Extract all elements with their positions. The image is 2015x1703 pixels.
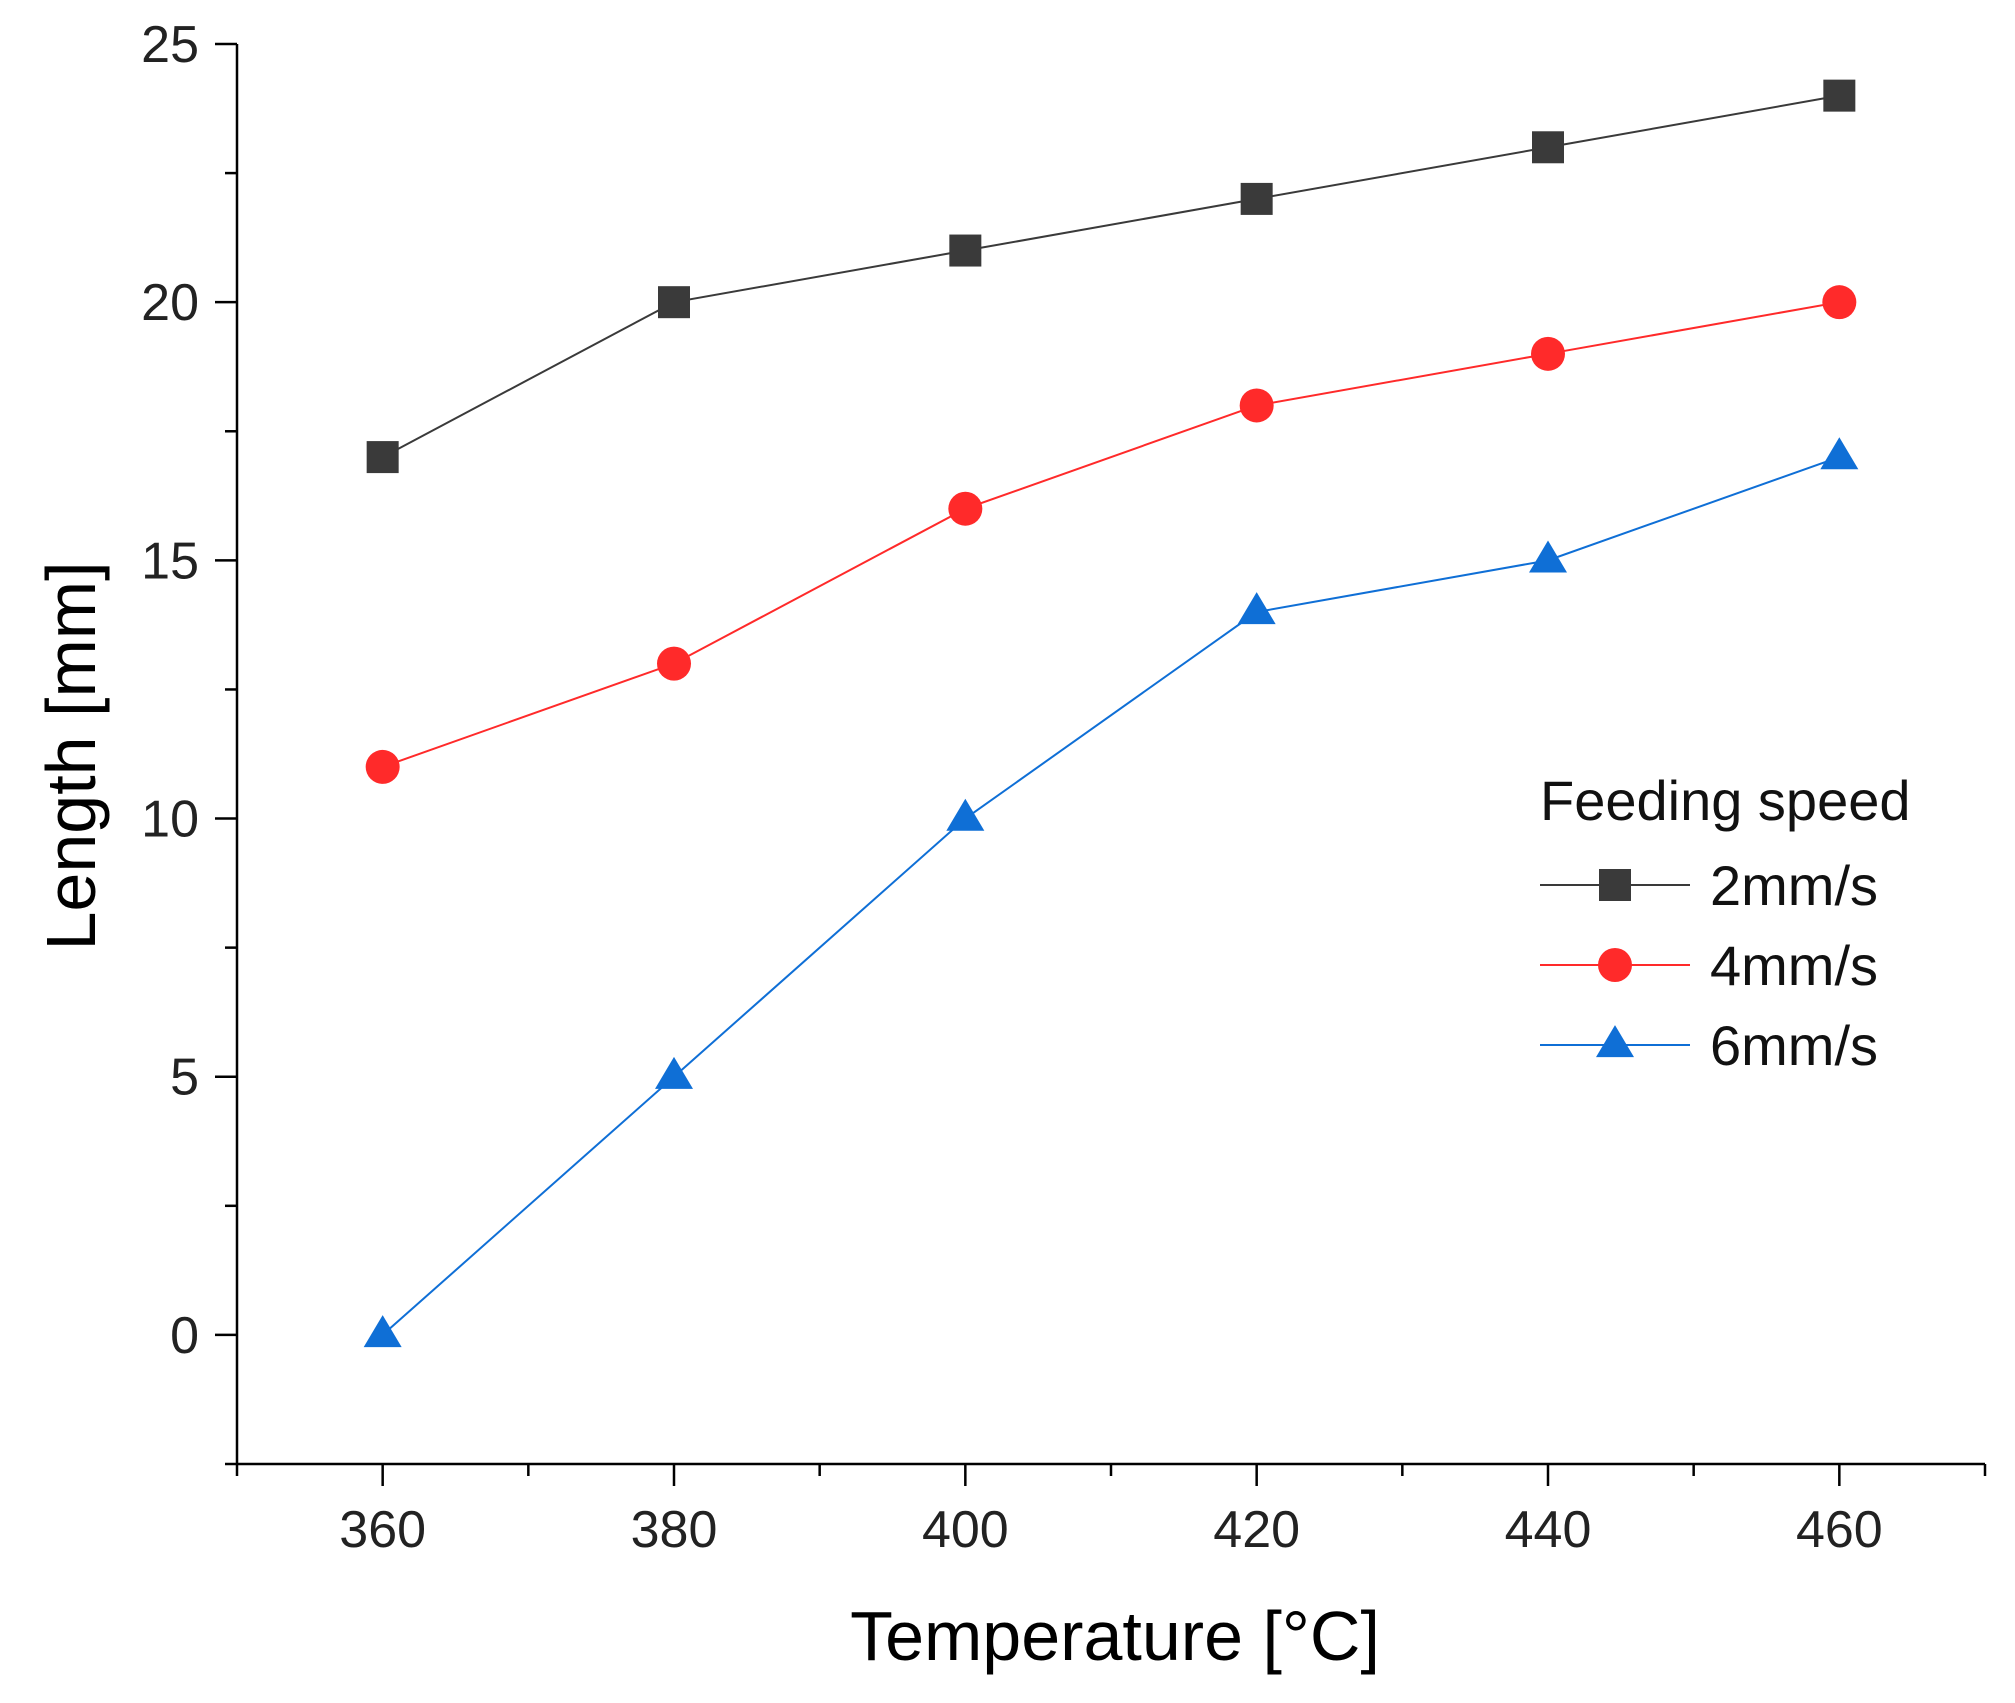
- series-line: [382, 456, 1840, 1336]
- data-point: [1823, 79, 1856, 112]
- data-point: [1531, 336, 1565, 371]
- data-point: [1822, 285, 1857, 320]
- legend-label: 6mm/s: [1710, 1014, 1878, 1077]
- legend-marker: [1599, 869, 1631, 901]
- y-tick-label: 5: [170, 1049, 199, 1107]
- data-point: [1240, 182, 1273, 215]
- legend-marker: [1598, 948, 1632, 982]
- series-6mm/s: [363, 437, 1859, 1348]
- series-2mm/s: [366, 79, 1856, 474]
- data-point: [946, 798, 985, 831]
- x-axis-title: Temperature [°C]: [850, 1597, 1380, 1675]
- x-tick-label: 460: [1796, 1501, 1883, 1559]
- legend: Feeding speed 2mm/s 4mm/s 6mm/s: [1540, 769, 1911, 1077]
- data-point: [363, 1315, 402, 1348]
- data-point: [365, 749, 400, 784]
- y-axis-title: Length [mm]: [32, 561, 110, 950]
- y-tick-label: 20: [141, 274, 199, 332]
- data-point: [949, 234, 982, 267]
- y-tick-label: 25: [141, 16, 199, 74]
- series-line: [382, 301, 1840, 768]
- legend-item: 6mm/s: [1540, 1014, 1878, 1077]
- data-point: [1820, 437, 1859, 470]
- legend-title: Feeding speed: [1540, 769, 1911, 832]
- data-point: [1532, 131, 1564, 164]
- legend-marker: [1596, 1025, 1634, 1058]
- data-point: [366, 441, 399, 474]
- ticks: 0 5 10 15 20 25 360 380 400 420 440 460: [141, 16, 1987, 1559]
- x-tick-label: 420: [1213, 1501, 1300, 1559]
- data-point: [657, 646, 691, 681]
- data-point: [1529, 540, 1567, 573]
- series-layer: [363, 79, 1859, 1348]
- data-point: [1239, 388, 1274, 423]
- y-tick-label: 10: [141, 791, 199, 849]
- legend-item: 4mm/s: [1540, 934, 1878, 997]
- legend-item: 2mm/s: [1540, 854, 1878, 917]
- x-tick-label: 440: [1505, 1501, 1592, 1559]
- y-tick-label: 0: [170, 1307, 199, 1365]
- x-tick-label: 380: [631, 1501, 718, 1559]
- legend-label: 2mm/s: [1710, 854, 1878, 917]
- axes: [235, 44, 1985, 1466]
- data-point: [658, 286, 690, 319]
- series-4mm/s: [365, 285, 1857, 784]
- x-tick-label: 400: [922, 1501, 1009, 1559]
- x-tick-label: 360: [339, 1501, 426, 1559]
- series-line: [382, 94, 1840, 458]
- data-point: [655, 1056, 693, 1089]
- legend-label: 4mm/s: [1710, 934, 1878, 997]
- y-tick-label: 15: [141, 532, 199, 590]
- data-point: [1237, 592, 1276, 625]
- data-point: [948, 491, 983, 526]
